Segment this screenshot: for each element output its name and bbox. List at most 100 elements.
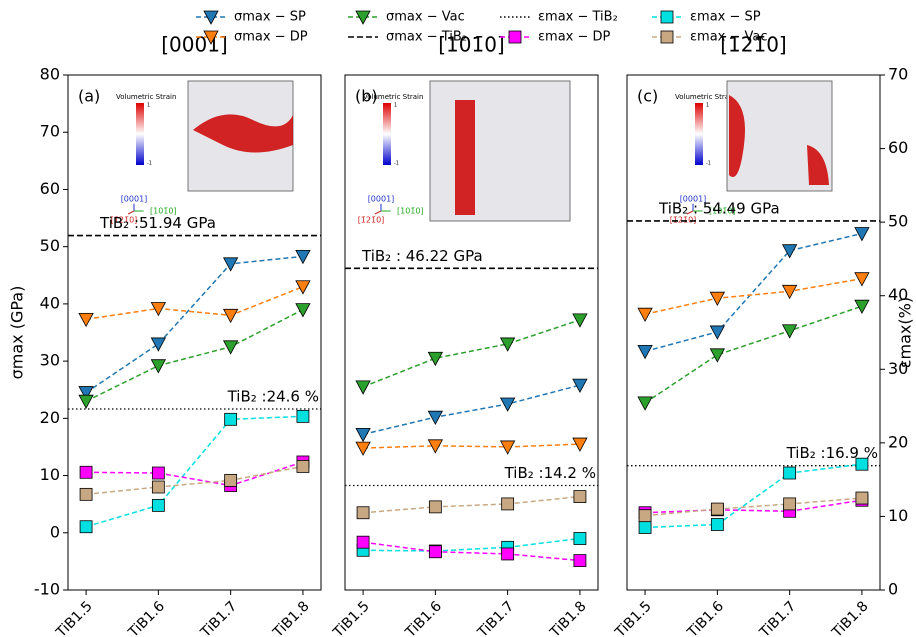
x-tick-label: TiB1.7 (197, 598, 240, 637)
marker (855, 228, 869, 241)
x-tick-label: TiB1.7 (756, 598, 799, 637)
marker (783, 325, 797, 338)
reference-label: TiB₂ :14.2 % (504, 464, 596, 482)
inset-axis-label: [1̄21̄0] (358, 216, 385, 225)
x-tick-label: TiB1.5 (612, 598, 655, 637)
marker (429, 546, 441, 558)
colorbar-max: 1 (147, 103, 150, 109)
y-tick-label: 60 (40, 179, 60, 198)
marker (639, 521, 651, 533)
marker (574, 555, 586, 567)
series-line (86, 466, 303, 494)
series-line (363, 542, 580, 560)
panel-label: (a) (78, 87, 100, 106)
legend-marker (661, 31, 673, 43)
y-tick-label: 30 (40, 351, 60, 370)
reference-label: TiB₂ :24.6 % (227, 388, 319, 406)
y2-tick-label: 0 (888, 580, 898, 599)
y-tick-label: 0 (50, 522, 60, 541)
panel-label: (c) (637, 87, 658, 106)
x-tick-label: TiB1.7 (474, 598, 517, 637)
series-line (363, 320, 580, 387)
marker (783, 285, 797, 298)
y-tick-label: 40 (40, 293, 60, 312)
marker (224, 309, 238, 322)
series-line (86, 256, 303, 392)
legend-label: σmax − TiB₂ (386, 30, 467, 45)
marker (574, 491, 586, 503)
y-tick-label: 20 (40, 408, 60, 427)
marker (225, 413, 237, 425)
y2-tick-label: 10 (888, 506, 908, 525)
marker (152, 499, 164, 511)
legend-label: σmax − Vac (386, 10, 465, 25)
marker (573, 379, 587, 392)
marker (429, 501, 441, 513)
marker (710, 292, 724, 305)
reference-label: TiB₂ : 46.22 GPa (361, 247, 483, 265)
marker (151, 338, 165, 351)
marker (224, 341, 238, 354)
series-line (363, 385, 580, 434)
marker (502, 548, 514, 560)
marker (855, 300, 869, 313)
colorbar (136, 103, 144, 165)
figure: [0001](a)Volumetric Strain1-1[0001][1̄21… (0, 0, 916, 637)
legend-label: σmax − SP (234, 10, 306, 25)
marker (297, 410, 309, 422)
marker (357, 536, 369, 548)
marker (357, 507, 369, 519)
y2-tick-label: 50 (888, 212, 908, 231)
series-line (363, 497, 580, 513)
x-tick-label: TiB1.8 (547, 598, 590, 637)
marker (711, 503, 723, 515)
marker (80, 466, 92, 478)
colorbar-max: 1 (394, 103, 397, 109)
x-tick-label: TiB1.8 (270, 598, 313, 637)
series-line (645, 464, 862, 527)
y2-axis-label: εmax(%) (896, 297, 915, 368)
series-line (86, 462, 303, 486)
marker (297, 460, 309, 472)
marker (428, 411, 442, 424)
marker (296, 281, 310, 294)
y-tick-label: 50 (40, 236, 60, 255)
defect-region (455, 100, 475, 215)
legend-marker (509, 31, 521, 43)
marker (225, 474, 237, 486)
reference-label: TiB₂ :51.94 GPa (99, 214, 216, 232)
marker (711, 519, 723, 531)
colorbar (383, 103, 391, 165)
inset-title: Volumetric Strain (116, 93, 176, 101)
marker (856, 458, 868, 470)
marker (356, 428, 370, 441)
series-line (645, 234, 862, 352)
marker (79, 313, 93, 326)
legend-label: εmax − DP (538, 30, 611, 45)
colorbar-min: -1 (147, 161, 152, 167)
marker (784, 498, 796, 510)
marker (638, 345, 652, 358)
y2-tick-label: 20 (888, 432, 908, 451)
marker (428, 352, 442, 365)
panel-title: [0001] (161, 33, 228, 57)
marker (856, 492, 868, 504)
y2-tick-label: 70 (888, 65, 908, 84)
marker (710, 349, 724, 362)
marker (784, 467, 796, 479)
marker (152, 481, 164, 493)
marker (296, 250, 310, 263)
marker (79, 395, 93, 408)
y-tick-label: 80 (40, 65, 60, 84)
x-tick-label: TiB1.5 (53, 598, 96, 637)
series-line (645, 279, 862, 314)
x-tick-label: TiB1.8 (829, 598, 872, 637)
x-tick-label: TiB1.5 (330, 598, 373, 637)
marker (574, 533, 586, 545)
marker (855, 273, 869, 286)
inset-title: Volumetric Strain (675, 93, 735, 101)
inset-title: Volumetric Strain (363, 93, 423, 101)
series-line (645, 498, 862, 516)
colorbar-min: -1 (706, 161, 711, 167)
marker (152, 467, 164, 479)
